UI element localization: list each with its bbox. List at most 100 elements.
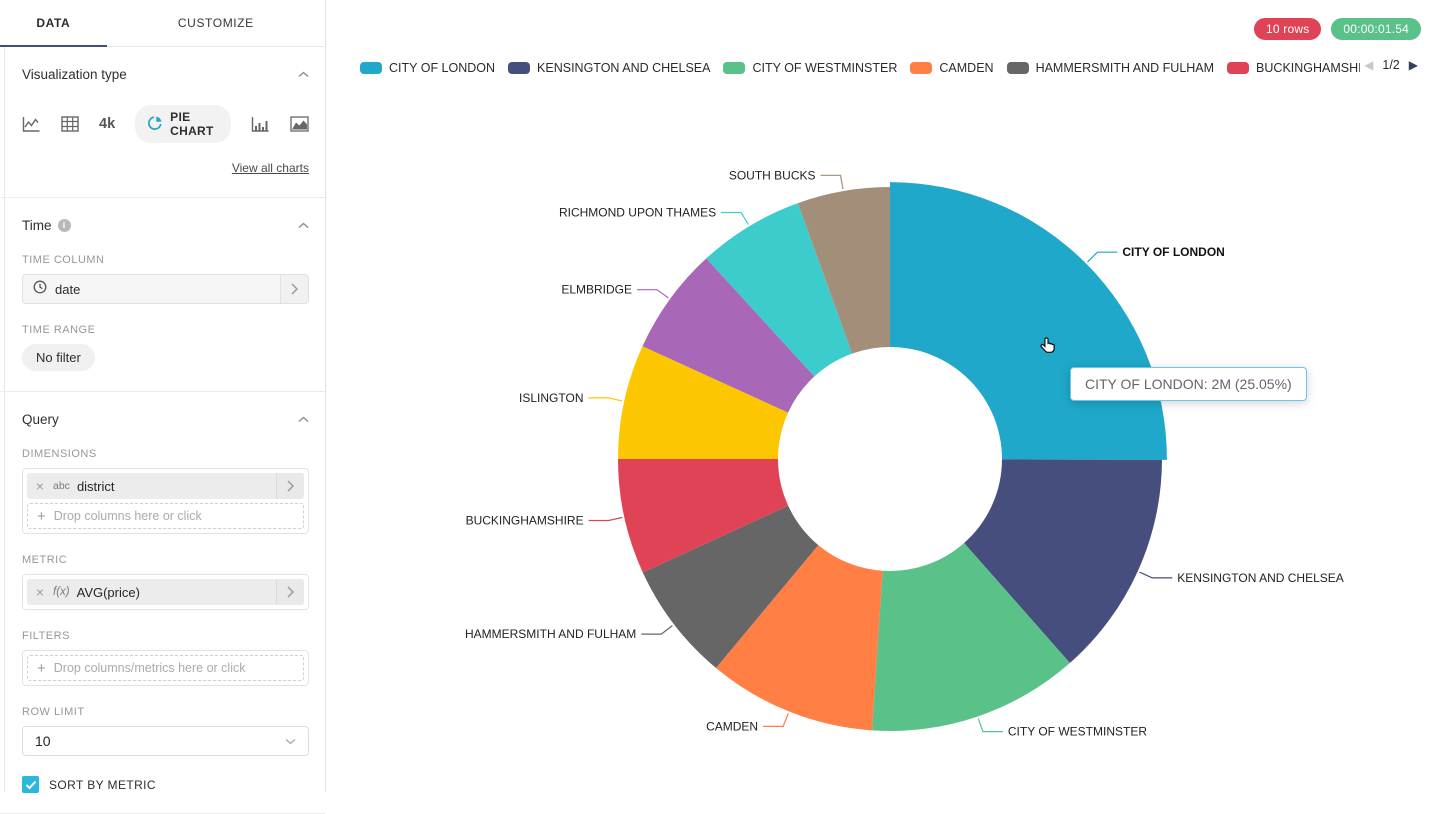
slice-label-camden: CAMDEN bbox=[706, 719, 758, 733]
legend-swatch bbox=[1006, 62, 1029, 74]
slice-label-city-of-london: CITY OF LONDON bbox=[1122, 245, 1224, 259]
time-column-field[interactable]: date bbox=[22, 274, 309, 304]
plus-icon: + bbox=[37, 659, 46, 677]
legend-label: CITY OF LONDON bbox=[389, 61, 496, 75]
legend-prev-icon[interactable]: ◀ bbox=[1364, 58, 1374, 72]
label-leader-line bbox=[588, 397, 623, 402]
sort-by-metric-checkbox[interactable] bbox=[22, 776, 39, 793]
chevron-right-icon[interactable] bbox=[276, 473, 304, 499]
metric-chip-avg-price[interactable]: × f(x) AVG(price) bbox=[27, 579, 304, 605]
area-chart-icon[interactable] bbox=[290, 116, 309, 132]
label-leader-line bbox=[721, 211, 749, 225]
dimension-chip-district[interactable]: × abc district bbox=[27, 473, 304, 499]
column-type-abc: abc bbox=[53, 480, 70, 492]
table-icon[interactable] bbox=[61, 116, 79, 132]
pie-slice-city-of-westminster[interactable] bbox=[872, 543, 1070, 731]
slice-label-hammersmith-and-fulham: HAMMERSMITH AND FULHAM bbox=[465, 627, 636, 641]
slice-label-city-of-westminster: CITY OF WESTMINSTER bbox=[1008, 725, 1147, 739]
slice-label-islington: ISLINGTON bbox=[519, 391, 583, 405]
pie-slice-richmond-upon-thames[interactable] bbox=[706, 203, 853, 377]
tab-customize-label: CUSTOMIZE bbox=[177, 16, 254, 30]
row-count-badge[interactable]: 10 rows bbox=[1253, 18, 1322, 40]
legend-item-kensington-and-chelsea[interactable]: KENSINGTON AND CHELSEA bbox=[508, 61, 710, 75]
pie-chart-icon bbox=[147, 115, 163, 134]
legend-label: CITY OF WESTMINSTER bbox=[752, 61, 898, 75]
query-duration-badge[interactable]: 00:00:01.54 bbox=[1331, 18, 1421, 40]
info-icon[interactable]: i bbox=[57, 218, 71, 232]
slice-label-buckinghamshire: BUCKINGHAMSHIRE bbox=[466, 514, 584, 528]
pie-slice-south-bucks[interactable] bbox=[797, 187, 890, 354]
function-type-icon: f(x) bbox=[53, 586, 70, 598]
panel-tabs: DATA CUSTOMIZE bbox=[0, 0, 325, 47]
label-leader-line bbox=[977, 718, 1003, 733]
row-limit-value: 10 bbox=[35, 733, 51, 749]
line-chart-icon[interactable] bbox=[22, 116, 41, 133]
pie-slice-camden[interactable] bbox=[716, 545, 883, 731]
legend-next-icon[interactable]: ▶ bbox=[1408, 58, 1418, 72]
plus-icon: + bbox=[37, 507, 46, 525]
cursor-icon bbox=[1039, 336, 1058, 361]
dimensions-dropzone[interactable]: + Drop columns here or click bbox=[27, 503, 304, 529]
pie-slice-buckinghamshire[interactable] bbox=[618, 459, 789, 573]
chevron-right-icon[interactable] bbox=[280, 275, 308, 303]
chevron-down-icon bbox=[285, 732, 296, 750]
legend-item-city-of-westminster[interactable]: CITY OF WESTMINSTER bbox=[723, 61, 897, 75]
filters-dropzone[interactable]: + Drop columns/metrics here or click bbox=[27, 655, 304, 681]
pie-slice-hammersmith-and-fulham[interactable] bbox=[642, 505, 819, 668]
legend-item-camden[interactable]: CAMDEN bbox=[910, 61, 994, 75]
legend-item-city-of-london[interactable]: CITY OF LONDON bbox=[360, 61, 495, 75]
chevron-up-icon[interactable] bbox=[298, 410, 309, 428]
time-column-value: date bbox=[55, 281, 81, 297]
dimensions-placeholder: Drop columns here or click bbox=[53, 509, 202, 523]
filters-label: FILTERS bbox=[22, 630, 70, 642]
tab-data[interactable]: DATA bbox=[0, 0, 107, 47]
close-icon[interactable]: × bbox=[35, 584, 45, 600]
selected-viz-pie-chart[interactable]: PIE CHART bbox=[135, 105, 231, 143]
chevron-up-icon[interactable] bbox=[298, 216, 309, 234]
bar-chart-icon[interactable] bbox=[251, 116, 270, 133]
viz-section-title: Visualization type bbox=[22, 66, 127, 82]
sort-by-metric-label: SORT BY METRIC bbox=[49, 777, 156, 792]
filters-placeholder: Drop columns/metrics here or click bbox=[53, 661, 246, 675]
tab-customize[interactable]: CUSTOMIZE bbox=[107, 0, 325, 46]
big-number-icon[interactable]: 4k bbox=[99, 116, 116, 132]
row-limit-select[interactable]: 10 bbox=[22, 726, 309, 756]
legend-label: CAMDEN bbox=[939, 61, 994, 75]
slice-label-south-bucks: SOUTH BUCKS bbox=[729, 168, 816, 182]
legend-item-hammersmith-and-fulham[interactable]: HAMMERSMITH AND FULHAM bbox=[1006, 61, 1214, 75]
slice-label-kensington-and-chelsea: KENSINGTON AND CHELSEA bbox=[1177, 571, 1344, 585]
query-section: Query DIMENSIONS × abc district + Drop c… bbox=[0, 392, 325, 814]
slice-label-richmond-upon-thames: RICHMOND UPON THAMES bbox=[559, 206, 716, 220]
pie-slice-islington[interactable] bbox=[618, 346, 789, 459]
pie-slice-elmbridge[interactable] bbox=[642, 258, 815, 413]
control-panel: DATA CUSTOMIZE Visualization type 4k bbox=[0, 0, 326, 814]
slice-label-elmbridge: ELMBRIDGE bbox=[561, 283, 632, 297]
dimensions-holder: × abc district + Drop columns here or cl… bbox=[22, 468, 309, 534]
query-section-title: Query bbox=[22, 411, 59, 427]
pie-slice-city-of-london[interactable] bbox=[890, 182, 1167, 460]
legend-swatch bbox=[723, 62, 746, 74]
label-leader-line bbox=[588, 516, 623, 522]
label-leader-line bbox=[763, 713, 789, 728]
chevron-right-icon[interactable] bbox=[276, 579, 304, 605]
chevron-up-icon[interactable] bbox=[298, 65, 309, 83]
time-section-title: Time bbox=[22, 217, 52, 233]
close-icon[interactable]: × bbox=[35, 478, 45, 494]
collapsed-datasource-panel[interactable] bbox=[0, 47, 5, 792]
legend-item-buckinghamshire[interactable]: BUCKINGHAMSHIRE bbox=[1227, 61, 1360, 75]
clock-icon bbox=[33, 280, 47, 299]
time-range-filter-pill[interactable]: No filter bbox=[22, 344, 95, 371]
view-all-charts-link[interactable]: View all charts bbox=[231, 161, 309, 175]
legend-swatch bbox=[910, 62, 933, 74]
label-leader-line bbox=[820, 174, 844, 190]
legend-swatch bbox=[508, 62, 531, 74]
filters-holder: + Drop columns/metrics here or click bbox=[22, 650, 309, 686]
dimensions-label: DIMENSIONS bbox=[22, 448, 97, 460]
legend-label: BUCKINGHAMSHIRE bbox=[1256, 61, 1360, 75]
check-icon bbox=[25, 780, 36, 789]
sort-by-metric-row[interactable]: SORT BY METRIC bbox=[22, 776, 309, 793]
time-column-label: TIME COLUMN bbox=[22, 254, 105, 266]
legend-page-indicator: 1/2 bbox=[1382, 58, 1400, 72]
pie-slice-kensington-and-chelsea[interactable] bbox=[964, 459, 1162, 663]
label-leader-line bbox=[637, 289, 669, 299]
